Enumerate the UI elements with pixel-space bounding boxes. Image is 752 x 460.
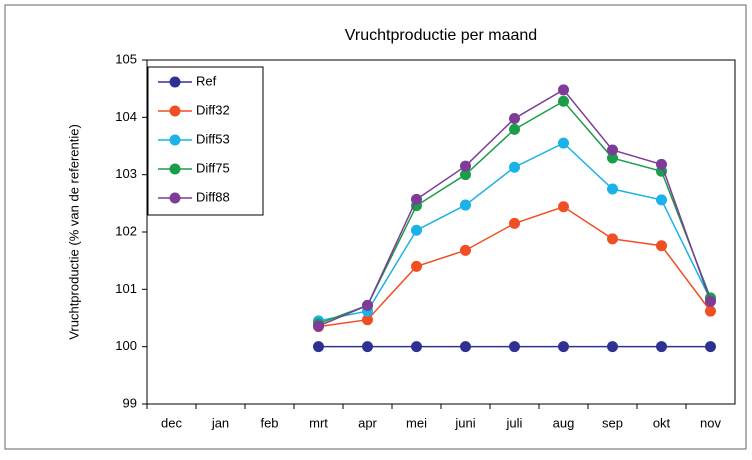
x-tick-label: juli	[506, 415, 523, 430]
point	[509, 123, 520, 135]
y-tick-label: 102	[115, 223, 137, 238]
x-tick-label: mei	[406, 415, 427, 430]
point	[411, 260, 422, 272]
legend-box	[147, 66, 264, 216]
point	[460, 244, 471, 256]
point	[509, 112, 520, 124]
x-tick-label: mrt	[309, 415, 328, 430]
point	[460, 160, 471, 172]
legend-label: Diff75	[196, 160, 230, 175]
point	[509, 341, 520, 353]
legend-label: Diff32	[196, 102, 230, 117]
legend-marker	[169, 134, 181, 146]
y-tick-label: 105	[115, 51, 137, 66]
point	[656, 240, 667, 252]
point	[313, 320, 324, 332]
x-tick-label: feb	[260, 415, 278, 430]
point	[558, 84, 569, 96]
legend-marker	[169, 76, 181, 88]
point	[705, 341, 716, 353]
point	[460, 341, 471, 353]
point	[607, 183, 618, 195]
point	[656, 158, 667, 170]
point	[558, 137, 569, 149]
x-tick-label: jan	[211, 415, 229, 430]
point	[460, 169, 471, 181]
x-tick-label: okt	[653, 415, 671, 430]
point	[362, 314, 373, 326]
point	[656, 341, 667, 353]
legend-marker	[169, 163, 181, 175]
point	[460, 199, 471, 211]
point	[411, 224, 422, 236]
point	[705, 295, 716, 307]
point	[411, 341, 422, 353]
chart-frame	[4, 4, 747, 450]
point	[607, 144, 618, 156]
x-tick-label: apr	[358, 415, 377, 430]
legend-marker	[169, 192, 181, 204]
legend-label: Diff88	[196, 189, 230, 204]
point	[411, 193, 422, 205]
y-tick-label: 99	[123, 395, 137, 410]
y-tick-label: 104	[115, 109, 137, 124]
point	[362, 341, 373, 353]
legend-marker	[169, 105, 181, 117]
legend-label: Diff53	[196, 131, 230, 146]
y-tick-label: 103	[115, 166, 137, 181]
point	[607, 152, 618, 164]
point	[362, 299, 373, 311]
y-tick-label: 100	[115, 338, 137, 353]
point	[558, 95, 569, 107]
point	[313, 341, 324, 353]
point	[558, 341, 569, 353]
chart-title: Vruchtproductie per maand	[345, 27, 537, 44]
x-tick-label: nov	[700, 415, 721, 430]
point	[607, 341, 618, 353]
point	[509, 161, 520, 173]
x-tick-label: juni	[454, 415, 475, 430]
point	[558, 201, 569, 213]
point	[705, 305, 716, 317]
point	[656, 194, 667, 206]
legend-label: Ref	[196, 73, 217, 88]
point	[509, 217, 520, 229]
y-axis-title: Vruchtproductie (% van de referentie)	[66, 124, 81, 340]
x-tick-label: dec	[161, 415, 182, 430]
point	[607, 233, 618, 245]
x-tick-label: sep	[602, 415, 623, 430]
y-tick-label: 101	[115, 281, 137, 296]
x-tick-label: aug	[553, 415, 575, 430]
